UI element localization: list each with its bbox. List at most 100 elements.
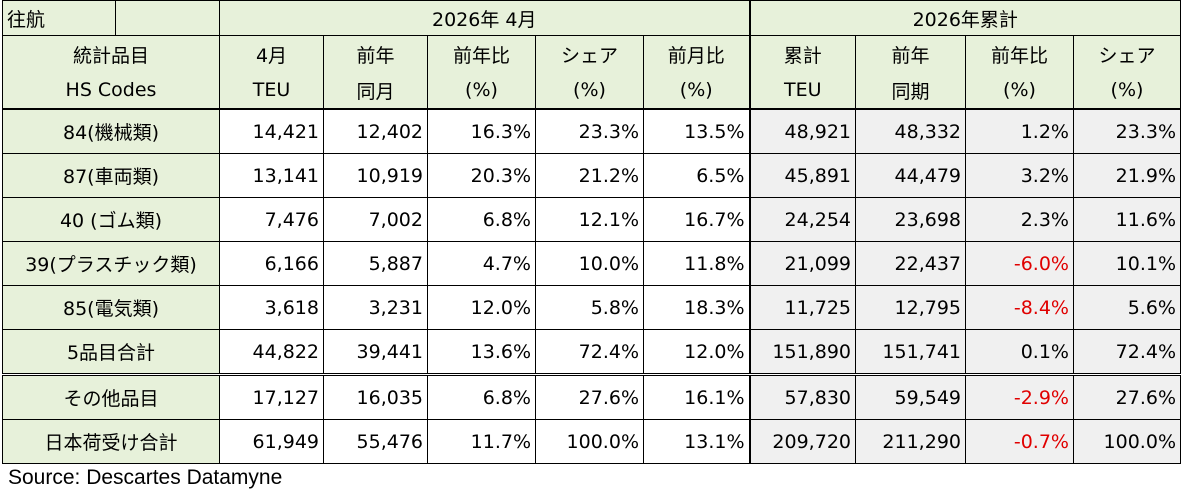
cell-value: 23.3%	[1073, 108, 1181, 154]
col-header: 前月比	[643, 35, 751, 72]
col-header: 4月	[219, 35, 324, 72]
cell-value: 13.1%	[643, 419, 751, 464]
cell-value: 1.2%	[965, 108, 1074, 154]
cell-value: 151,890	[749, 329, 856, 376]
cell-value: 16.1%	[643, 374, 751, 420]
cumulative-group-header: 2026年累計	[749, 0, 1181, 36]
item-header: 統計品目	[2, 35, 220, 72]
cell-value: 6.5%	[643, 153, 751, 198]
col-header-sub: (%)	[643, 72, 751, 110]
cell-value: 10.1%	[1073, 241, 1181, 286]
cell-value: 100.0%	[1073, 419, 1181, 464]
cell-value: 55,476	[323, 419, 428, 464]
col-header-sub: 同月	[323, 72, 428, 110]
cell-value: 22,437	[855, 241, 966, 286]
cell-value: 17,127	[219, 374, 324, 420]
cell-value: 11.8%	[643, 241, 751, 286]
col-header-sub: (%)	[427, 72, 536, 110]
cell-value: 16,035	[323, 374, 428, 420]
row-label: 日本荷受け合計	[2, 419, 220, 464]
cell-value: 100.0%	[535, 419, 644, 464]
cell-value: 7,476	[219, 197, 324, 242]
cell-value: 5.8%	[535, 285, 644, 330]
col-header-sub: (%)	[965, 72, 1074, 110]
col-header: 前年	[323, 35, 428, 72]
cell-value: 20.3%	[427, 153, 536, 198]
table-body: 84(機械類) 14,421 12,402 16.3% 23.3% 13.5% 48,921…	[2, 108, 1181, 464]
cell-value: -6.0%	[965, 241, 1074, 286]
cell-value: 72.4%	[1073, 329, 1181, 376]
cell-value: 11.7%	[427, 419, 536, 464]
cell-value: 61,949	[219, 419, 324, 464]
cell-value: 6.8%	[427, 374, 536, 420]
cell-value: 3,231	[323, 285, 428, 330]
cell-value: 27.6%	[1073, 374, 1181, 420]
cell-value: 24,254	[749, 197, 856, 242]
group-header-row: 往航 2026年 4月 2026年累計	[2, 0, 1181, 36]
cell-value: 39,441	[323, 329, 428, 376]
item-header-sub: HS Codes	[2, 72, 220, 110]
cell-value: 0.1%	[965, 329, 1074, 376]
cell-value: 27.6%	[535, 374, 644, 420]
table-row: その他品目 17,127 16,035 6.8% 27.6% 16.1% 57,830 59,…	[2, 374, 1181, 420]
table-row: 87(車両類) 13,141 10,919 20.3% 21.2% 6.5% 45,891 4…	[2, 153, 1181, 198]
cell-value: 10.0%	[535, 241, 644, 286]
table-row: 84(機械類) 14,421 12,402 16.3% 23.3% 13.5% 48,921…	[2, 108, 1181, 154]
col-header: 前年	[855, 35, 966, 72]
cell-value: 16.3%	[427, 108, 536, 154]
col-header-sub: TEU	[219, 72, 324, 110]
cell-value: 211,290	[855, 419, 966, 464]
cell-value: 5.6%	[1073, 285, 1181, 330]
cell-value: 5,887	[323, 241, 428, 286]
row-label: 39(プラスチック類)	[2, 241, 220, 286]
cell-value: 10,919	[323, 153, 428, 198]
table-container: 往航 2026年 4月 2026年累計 統計品目 4月 前年 前年比 シェア 前…	[2, 0, 1181, 464]
cell-value: 45,891	[749, 153, 856, 198]
cell-value: 18.3%	[643, 285, 751, 330]
cell-value: 12.1%	[535, 197, 644, 242]
april-group-header: 2026年 4月	[219, 0, 751, 36]
cell-value: 6,166	[219, 241, 324, 286]
corner-label: 往航	[2, 0, 116, 36]
col-header-sub: (%)	[535, 72, 644, 110]
corner-blank	[115, 0, 220, 36]
cell-value: 44,479	[855, 153, 966, 198]
shipping-statistics-table: 往航 2026年 4月 2026年累計 統計品目 4月 前年 前年比 シェア 前…	[2, 0, 1181, 464]
row-label: その他品目	[2, 374, 220, 420]
cell-value: 209,720	[749, 419, 856, 464]
column-header-row-2: HS Codes TEU 同月 (%) (%) (%) TEU 同期 (%) (…	[2, 72, 1181, 110]
col-header: 前年比	[427, 35, 536, 72]
col-header: シェア	[535, 35, 644, 72]
table-row: 85(電気類) 3,618 3,231 12.0% 5.8% 18.3% 11,725 12,…	[2, 285, 1181, 330]
cell-value: 12.0%	[427, 285, 536, 330]
cell-value: 48,332	[855, 108, 966, 154]
column-header-row-1: 統計品目 4月 前年 前年比 シェア 前月比 累計 前年 前年比 シェア	[2, 35, 1181, 72]
cell-value: 23.3%	[535, 108, 644, 154]
cell-value: 16.7%	[643, 197, 751, 242]
col-header: 累計	[749, 35, 856, 72]
cell-value: 57,830	[749, 374, 856, 420]
cell-value: 13,141	[219, 153, 324, 198]
cell-value: 44,822	[219, 329, 324, 376]
cell-value: 6.8%	[427, 197, 536, 242]
cell-value: 23,698	[855, 197, 966, 242]
cell-value: 12,402	[323, 108, 428, 154]
cell-value: 2.3%	[965, 197, 1074, 242]
cell-value: 12,795	[855, 285, 966, 330]
cell-value: 21.2%	[535, 153, 644, 198]
col-header: シェア	[1073, 35, 1181, 72]
cell-value: 12.0%	[643, 329, 751, 376]
cell-value: 151,741	[855, 329, 966, 376]
col-header-sub: (%)	[1073, 72, 1181, 110]
cell-value: 11.6%	[1073, 197, 1181, 242]
cell-value: 14,421	[219, 108, 324, 154]
cell-value: 21,099	[749, 241, 856, 286]
cell-value: -2.9%	[965, 374, 1074, 420]
row-label: 85(電気類)	[2, 285, 220, 330]
cell-value: 11,725	[749, 285, 856, 330]
cell-value: 3,618	[219, 285, 324, 330]
table-row: 39(プラスチック類) 6,166 5,887 4.7% 10.0% 11.8% 21,09…	[2, 241, 1181, 286]
cell-value: 48,921	[749, 108, 856, 154]
cell-value: -0.7%	[965, 419, 1074, 464]
row-label: 84(機械類)	[2, 108, 220, 154]
